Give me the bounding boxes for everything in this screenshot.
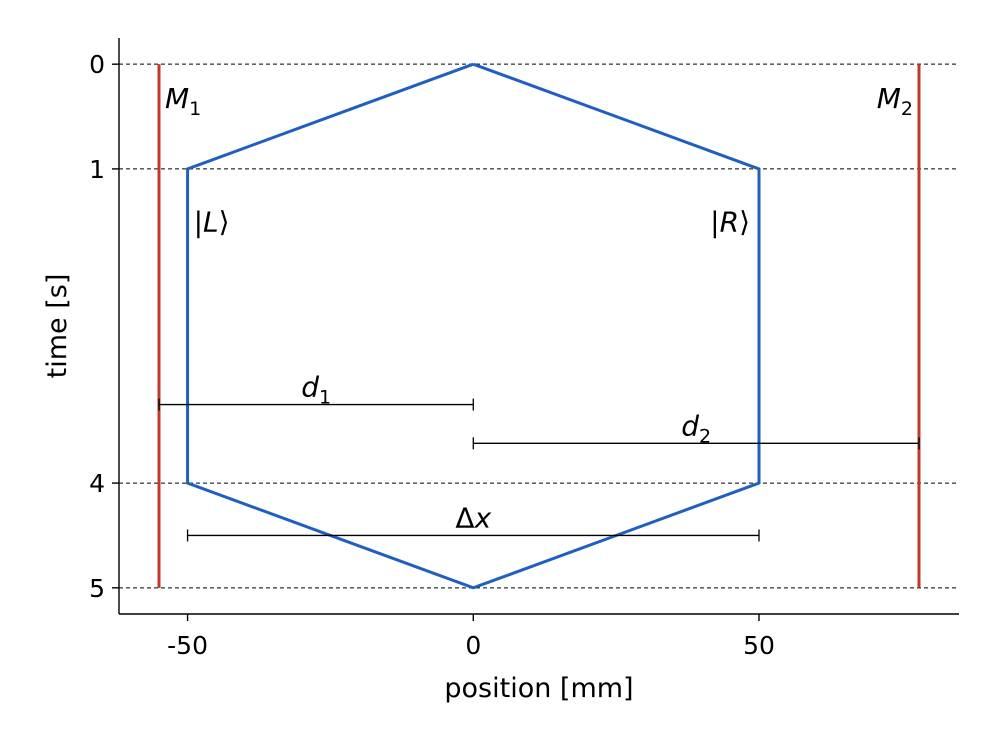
mirrors (157, 64, 921, 588)
y-tick-label: 4 (89, 469, 105, 498)
state-label-r: |R⟩ (710, 206, 750, 239)
interval-label: Δx (455, 501, 491, 534)
mirror-label-1: M1 (165, 82, 201, 120)
y-tick-label: 5 (89, 574, 105, 603)
annotations: M1 M2 |L⟩ |R⟩ (165, 82, 913, 239)
distance-intervals: d1 d2 Δx (158, 371, 920, 542)
x-tick-label: 50 (743, 631, 775, 660)
path-line (186, 62, 761, 590)
y-axis-label: time [s] (42, 274, 73, 379)
x-tick-label: -50 (167, 631, 208, 660)
x-axis-label: position [mm] (444, 673, 633, 704)
interferometer-path (186, 62, 761, 590)
interval-1: d1 (158, 371, 474, 411)
interval-label: d2 (681, 409, 711, 447)
x-tick-label: 0 (465, 631, 481, 660)
grid-lines (119, 63, 959, 589)
state-label-l: |L⟩ (194, 206, 230, 239)
y-tick-label: 0 (89, 50, 105, 79)
interval-label: d1 (301, 371, 331, 409)
interval-2: d2 (472, 409, 920, 450)
y-tick-label: 1 (89, 155, 105, 184)
mirror-label-2: M2 (877, 82, 913, 120)
interval-3: Δx (186, 501, 760, 542)
axes: -50 0 50 0 1 4 5 (89, 38, 959, 660)
